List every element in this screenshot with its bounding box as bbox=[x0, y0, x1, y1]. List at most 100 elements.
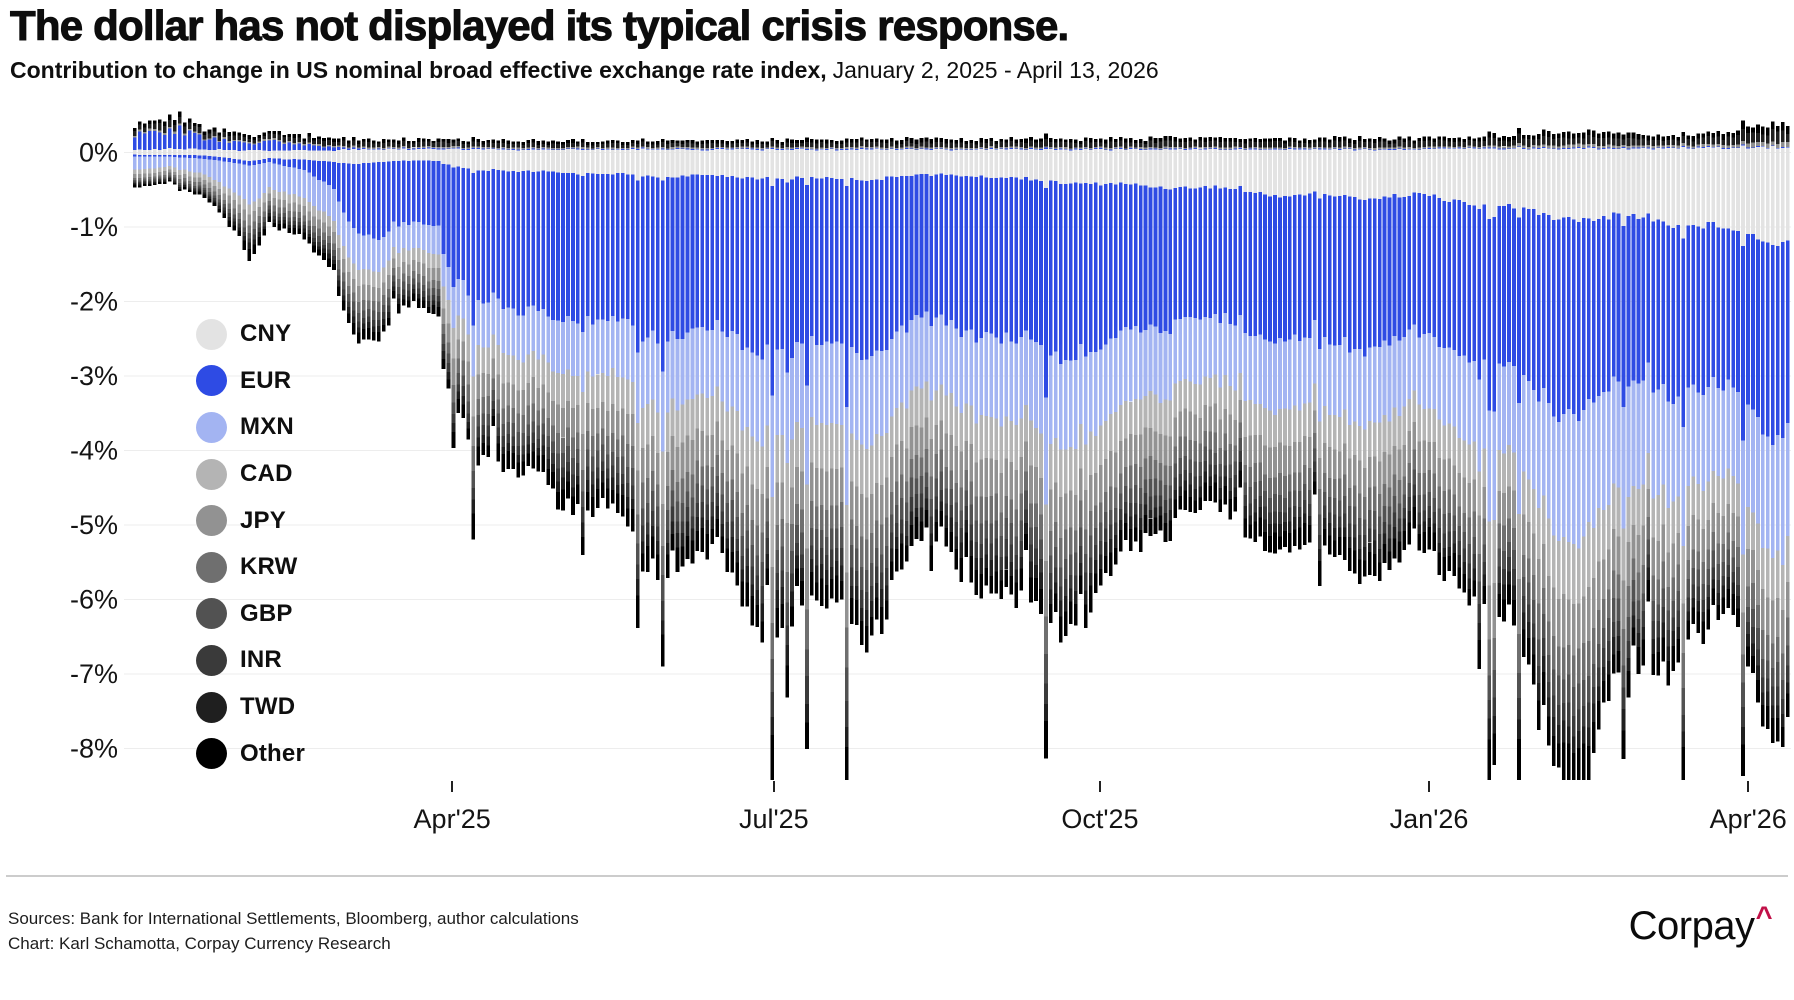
bar bbox=[207, 129, 212, 203]
bar bbox=[192, 123, 197, 195]
bar bbox=[546, 141, 550, 486]
bar bbox=[187, 118, 192, 193]
bar bbox=[1049, 137, 1053, 623]
bar bbox=[591, 142, 595, 517]
bar bbox=[197, 124, 202, 195]
bar bbox=[1213, 137, 1218, 503]
y-axis-label: 0% bbox=[79, 138, 118, 168]
bar bbox=[1278, 138, 1282, 550]
bar bbox=[461, 140, 466, 419]
bar bbox=[1716, 130, 1720, 620]
bar bbox=[287, 133, 291, 234]
bar bbox=[167, 114, 172, 182]
bar bbox=[1731, 133, 1735, 615]
y-axis-label: -4% bbox=[70, 436, 118, 466]
bar bbox=[899, 139, 904, 570]
bar bbox=[327, 137, 331, 267]
bar bbox=[1327, 139, 1332, 555]
bar bbox=[386, 139, 391, 326]
bar bbox=[795, 140, 799, 586]
bar bbox=[1138, 138, 1143, 553]
bar bbox=[1322, 137, 1327, 546]
bar bbox=[1397, 136, 1402, 563]
bar bbox=[640, 138, 645, 572]
bar bbox=[1263, 138, 1267, 551]
bar bbox=[272, 130, 277, 228]
bar bbox=[1576, 132, 1581, 780]
bar bbox=[999, 138, 1003, 599]
bar bbox=[884, 139, 889, 620]
legend-swatch-icon bbox=[196, 411, 227, 443]
bar bbox=[660, 139, 665, 667]
bar bbox=[1372, 139, 1377, 577]
bar bbox=[596, 141, 600, 508]
bar bbox=[531, 138, 535, 469]
x-axis-label: Oct'25 bbox=[1061, 804, 1138, 834]
bar bbox=[1646, 135, 1651, 602]
bar bbox=[1407, 136, 1412, 545]
bar bbox=[610, 139, 615, 504]
legend-swatch-icon bbox=[196, 318, 227, 350]
bar bbox=[262, 132, 267, 236]
bar bbox=[1591, 130, 1596, 754]
bar bbox=[1303, 138, 1307, 545]
bar bbox=[730, 140, 735, 573]
bar bbox=[561, 141, 565, 511]
bar bbox=[1402, 138, 1407, 551]
bar bbox=[1666, 135, 1671, 686]
bar bbox=[1293, 138, 1297, 547]
bar bbox=[1253, 138, 1257, 542]
bar bbox=[1596, 133, 1601, 730]
legend-label: CNY bbox=[240, 320, 292, 348]
bar bbox=[312, 138, 316, 253]
bar bbox=[1163, 135, 1168, 542]
bar bbox=[586, 142, 590, 511]
bar bbox=[1158, 138, 1163, 531]
bar bbox=[1188, 137, 1193, 512]
bar bbox=[1083, 137, 1088, 628]
bar bbox=[989, 138, 993, 594]
bar bbox=[1606, 131, 1611, 702]
footer-divider bbox=[6, 875, 1788, 877]
bar bbox=[984, 139, 989, 586]
bar bbox=[292, 134, 296, 235]
y-axis-label: -3% bbox=[70, 361, 118, 391]
bar bbox=[1318, 137, 1322, 586]
bar bbox=[904, 137, 909, 562]
bar bbox=[152, 120, 157, 186]
bar bbox=[1771, 121, 1775, 744]
x-axis-label: Apr'26 bbox=[1710, 804, 1787, 834]
bar bbox=[401, 137, 406, 306]
bar bbox=[1168, 136, 1173, 542]
bar bbox=[1357, 136, 1362, 585]
bar bbox=[1736, 130, 1740, 627]
bar bbox=[1128, 137, 1133, 551]
bar bbox=[252, 136, 257, 255]
bar bbox=[1651, 136, 1656, 675]
bar bbox=[337, 138, 341, 297]
bar bbox=[177, 111, 182, 191]
bar bbox=[381, 139, 386, 332]
bar bbox=[750, 141, 754, 626]
bar bbox=[1676, 137, 1681, 663]
bar bbox=[491, 139, 496, 426]
bar bbox=[760, 141, 764, 643]
legend-label: Other bbox=[240, 739, 306, 767]
bar bbox=[1362, 138, 1367, 577]
legend-label: GBP bbox=[240, 599, 293, 627]
bar bbox=[277, 131, 281, 231]
bar bbox=[1004, 139, 1008, 588]
subtitle-description: Contribution to change in US nominal bro… bbox=[10, 57, 827, 83]
legend-item: MXN bbox=[196, 404, 305, 451]
bar bbox=[157, 119, 162, 184]
legend: CNY EUR MXN CAD JPY KRW GBP INR TWD Other bbox=[196, 311, 305, 777]
bar bbox=[551, 140, 555, 489]
bar bbox=[889, 137, 894, 580]
bar bbox=[1686, 135, 1691, 640]
bar bbox=[1626, 132, 1631, 698]
bar bbox=[1118, 136, 1123, 552]
bar bbox=[1069, 138, 1073, 624]
bar bbox=[421, 138, 426, 309]
bar bbox=[1447, 137, 1452, 572]
